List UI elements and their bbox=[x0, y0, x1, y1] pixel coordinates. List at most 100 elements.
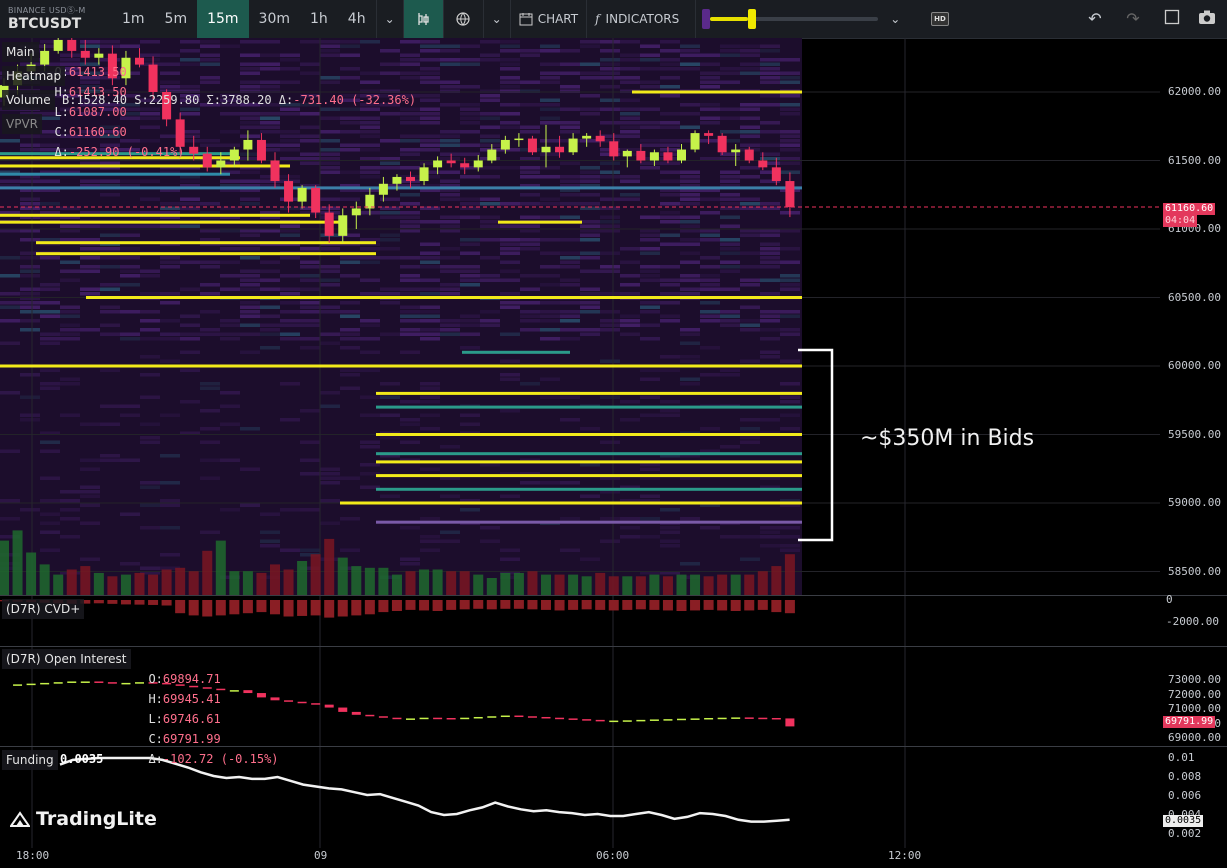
heatmap-cell bbox=[200, 139, 220, 143]
timeframe-4h[interactable]: 4h bbox=[347, 11, 366, 27]
heatmap-cell bbox=[780, 71, 800, 75]
undo-icon[interactable]: ↶ bbox=[1088, 9, 1102, 28]
volume-bar bbox=[784, 554, 795, 595]
draw-tools-dropdown[interactable]: ⌄ bbox=[482, 0, 510, 38]
heatmap-cell bbox=[120, 224, 140, 228]
candle-body bbox=[107, 53, 117, 79]
indicators-button[interactable]: f INDICATORS bbox=[586, 0, 687, 38]
symbol-selector[interactable]: BINANCE USDⓈ-M BTCUSDT bbox=[0, 7, 112, 32]
camera-icon[interactable] bbox=[1197, 9, 1217, 29]
heatmap-cell bbox=[120, 116, 140, 120]
heatmap-intensity-slider[interactable] bbox=[702, 0, 882, 38]
slider-handle-low[interactable] bbox=[702, 9, 711, 29]
heatmap-cell bbox=[140, 58, 160, 62]
heatmap-cell bbox=[200, 215, 220, 219]
heatmap-cell bbox=[220, 319, 240, 323]
cvd-bar bbox=[717, 600, 728, 611]
heatmap-cell bbox=[560, 71, 580, 75]
heatmap-pane-label[interactable]: Heatmap bbox=[2, 66, 66, 86]
heatmap-cell bbox=[660, 530, 680, 534]
heatmap-cell bbox=[460, 175, 480, 179]
heatmap-cell bbox=[180, 287, 200, 291]
heatmap-cell bbox=[340, 188, 360, 192]
oi-candle-body bbox=[771, 717, 781, 720]
heatmap-cell bbox=[640, 233, 660, 237]
heatmap-cell bbox=[380, 157, 400, 161]
heatmap-cell bbox=[500, 359, 520, 363]
hd-toggle-button[interactable]: HD bbox=[931, 12, 949, 26]
chart-button[interactable]: CHART bbox=[509, 0, 586, 38]
heatmap-cell bbox=[280, 319, 300, 323]
heatmap-cell bbox=[660, 526, 680, 530]
heatmap-cell bbox=[120, 211, 140, 215]
bid-wall bbox=[86, 296, 802, 299]
heatmap-cell bbox=[40, 386, 60, 390]
timeframe-1m[interactable]: 1m bbox=[122, 11, 145, 27]
timeframe-5m[interactable]: 5m bbox=[164, 11, 188, 27]
heatmap-cell bbox=[520, 310, 540, 314]
candle-type-button[interactable] bbox=[402, 0, 443, 38]
heatmap-cell bbox=[460, 251, 480, 255]
slider-dropdown[interactable]: ⌄ bbox=[882, 0, 908, 38]
heatmap-cell bbox=[220, 260, 240, 264]
heatmap-cell bbox=[360, 125, 380, 129]
heatmap-cell bbox=[420, 206, 440, 210]
heatmap-cell bbox=[400, 71, 420, 75]
heatmap-cell bbox=[480, 116, 500, 120]
heatmap-cell bbox=[440, 152, 460, 156]
funding-pane-label[interactable]: Funding bbox=[2, 750, 58, 770]
fullscreen-icon[interactable] bbox=[1162, 9, 1182, 29]
pane-divider-cvd[interactable] bbox=[0, 595, 1227, 596]
heatmap-cell bbox=[360, 319, 380, 323]
heatmap-cell bbox=[780, 107, 800, 111]
heatmap-cell bbox=[240, 85, 260, 89]
heatmap-cell bbox=[40, 116, 60, 120]
timeframe-1h[interactable]: 1h bbox=[310, 11, 328, 27]
redo-icon[interactable]: ↷ bbox=[1126, 9, 1140, 28]
heatmap-cell bbox=[460, 413, 480, 417]
heatmap-cell bbox=[460, 242, 480, 246]
bracket-shape bbox=[798, 348, 834, 542]
oi-candle-body bbox=[419, 717, 429, 720]
pane-divider-funding[interactable] bbox=[0, 746, 1227, 747]
volume-pane-label[interactable]: Volume bbox=[2, 90, 55, 110]
heatmap-cell bbox=[60, 134, 80, 138]
heatmap-cell bbox=[660, 67, 680, 71]
heatmap-cell bbox=[20, 202, 40, 206]
heatmap-cell bbox=[460, 152, 480, 156]
heatmap-cell bbox=[600, 139, 620, 143]
heatmap-cell bbox=[200, 283, 220, 287]
volume-bar bbox=[513, 572, 524, 595]
heatmap-cell bbox=[140, 292, 160, 296]
heatmap-cell bbox=[780, 287, 800, 291]
heatmap-cell bbox=[600, 476, 620, 480]
pane-divider-oi[interactable] bbox=[0, 646, 1227, 647]
heatmap-cell bbox=[480, 202, 500, 206]
main-pane-label[interactable]: Main bbox=[2, 42, 39, 62]
crosshair-button[interactable] bbox=[442, 0, 483, 38]
timeframe-dropdown[interactable]: ⌄ bbox=[375, 0, 403, 38]
chart-canvas[interactable] bbox=[0, 38, 1227, 868]
timeframe-30m[interactable]: 30m bbox=[258, 11, 290, 27]
heatmap-cell bbox=[740, 166, 760, 170]
oi-pane-label[interactable]: (D7R) Open Interest bbox=[2, 649, 131, 669]
heatmap-cell bbox=[360, 121, 380, 125]
heatmap-cell bbox=[160, 337, 180, 341]
timeframe-15m[interactable]: 15m bbox=[197, 0, 249, 38]
slider-handle-high[interactable] bbox=[748, 9, 757, 29]
cvd-pane-label[interactable]: (D7R) CVD+ bbox=[2, 599, 85, 619]
cvd-bar bbox=[622, 600, 633, 610]
candle-body bbox=[229, 149, 239, 161]
heatmap-cell bbox=[200, 44, 220, 48]
heatmap-cell bbox=[260, 130, 280, 134]
oi-low: 69746.61 bbox=[162, 712, 221, 726]
heatmap-cell bbox=[580, 40, 600, 44]
heatmap-cell bbox=[420, 49, 440, 53]
heatmap-cell bbox=[140, 274, 160, 278]
heatmap-cell bbox=[380, 301, 400, 305]
oi-candle-body bbox=[135, 682, 144, 684]
vpvr-pane-label[interactable]: VPVR bbox=[2, 114, 42, 134]
heatmap-cell bbox=[40, 215, 60, 219]
heatmap-cell bbox=[200, 328, 220, 332]
heatmap-cell bbox=[400, 58, 420, 62]
